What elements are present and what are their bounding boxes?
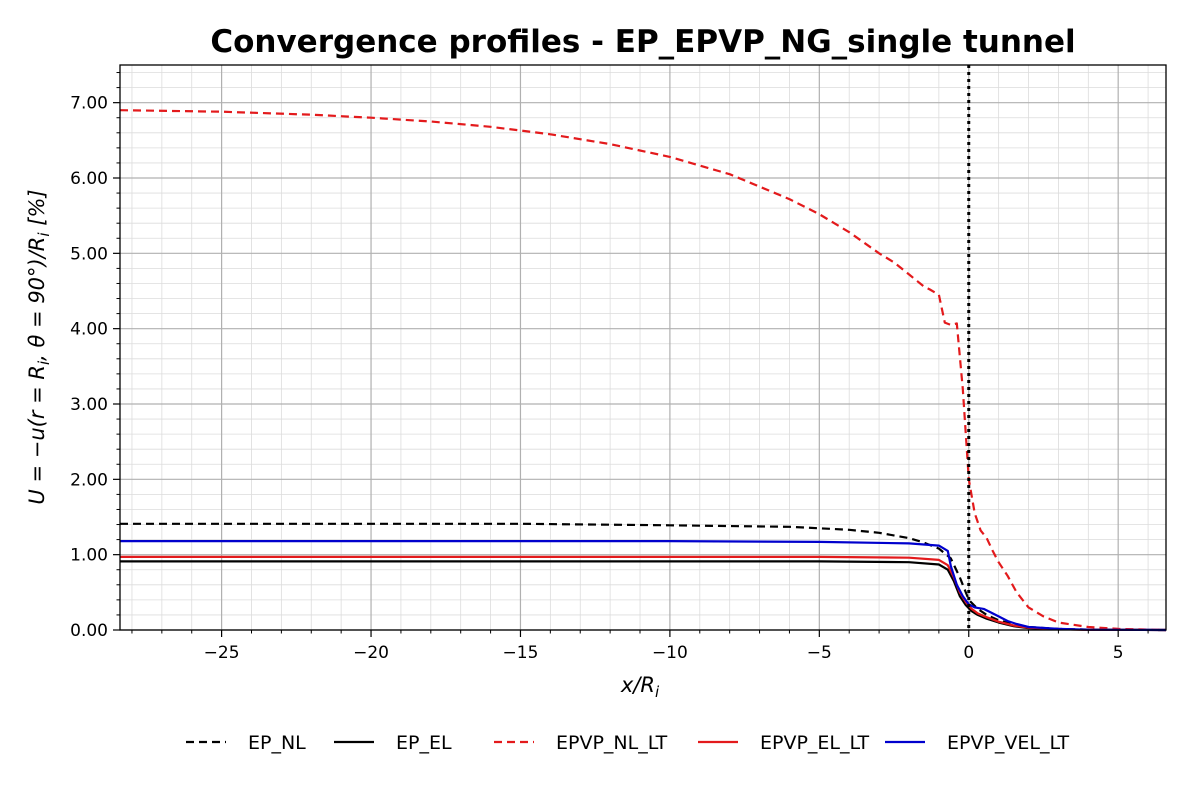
x-axis-label: x/Ri	[620, 673, 660, 701]
y-tick-label: 5.00	[70, 244, 108, 264]
y-axis-label-part-a: U = −u(r = R	[25, 365, 49, 505]
y-tick-label: 4.00	[70, 320, 108, 340]
legend: EP_NL EP_EL EPVP_NL_LT EPVP_EL_LT EPVP_VEL_L…	[186, 732, 1069, 754]
x-tick-label: −25	[204, 643, 240, 663]
major-grid	[120, 65, 1166, 631]
x-tick-label: −10	[652, 643, 688, 663]
y-axis-label-sub2: i	[35, 232, 53, 237]
x-axis-label-main: x/R	[620, 673, 655, 697]
legend-label-epvp-vel-lt: EPVP_VEL_LT	[947, 732, 1069, 754]
y-tick-label: 3.00	[70, 395, 108, 415]
y-axis-ticks: 0.00 1.00 2.00 3.00 4.00 5.00 6.00 7.00	[70, 72, 120, 641]
x-axis-label-sub: i	[655, 683, 660, 701]
y-tick-label: 7.00	[70, 94, 108, 114]
legend-label-epvp-nl-lt: EPVP_NL_LT	[556, 732, 668, 754]
x-tick-label: 5	[1113, 643, 1124, 663]
legend-label-ep-el: EP_EL	[396, 732, 452, 754]
y-tick-label: 1.00	[70, 546, 108, 566]
y-tick-label: 2.00	[70, 470, 108, 490]
x-tick-label: −15	[503, 643, 539, 663]
x-tick-label: −20	[353, 643, 389, 663]
x-tick-label: 0	[963, 643, 974, 663]
y-axis-label: U = −u(r = Ri, θ = 90°)/Ri [%]	[25, 189, 53, 504]
legend-label-epvp-el-lt: EPVP_EL_LT	[760, 732, 869, 754]
minor-grid	[120, 65, 1166, 630]
x-tick-label: −5	[807, 643, 832, 663]
series-line-epvp-el-lt	[120, 555, 1167, 632]
series-line-ep-el	[120, 560, 1167, 632]
y-axis-label-part-c: [%]	[25, 189, 49, 232]
y-axis-label-sub: i	[35, 360, 53, 365]
chart-title: Convergence profiles - EP_EPVP_NG_single…	[210, 24, 1075, 60]
legend-label-ep-nl: EP_NL	[248, 732, 306, 754]
series-layer	[119, 109, 1167, 632]
y-axis-label-part-b: , θ = 90°)/R	[25, 237, 49, 361]
x-axis-ticks: −25 −20 −15 −10 −5 0 5	[131, 630, 1149, 663]
plot-frame	[119, 64, 1167, 631]
y-tick-label: 0.00	[70, 621, 108, 641]
y-tick-label: 6.00	[70, 169, 108, 189]
series-line-epvp-nl-lt	[119, 109, 1167, 632]
